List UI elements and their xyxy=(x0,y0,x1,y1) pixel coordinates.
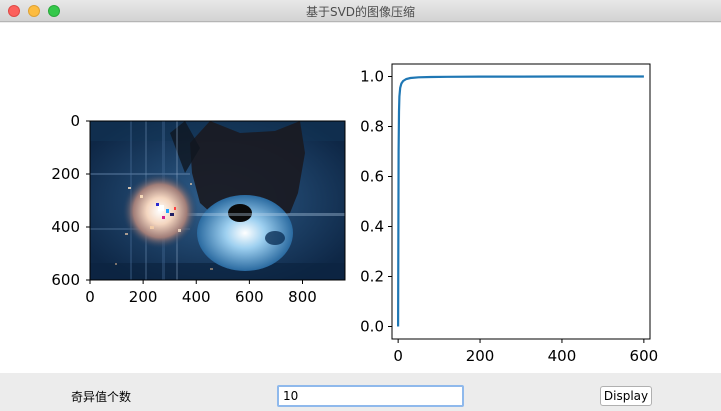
compressed-image xyxy=(90,121,345,280)
window-title: 基于SVD的图像压缩 xyxy=(305,5,416,19)
cumulative-energy-line xyxy=(397,75,644,327)
minimize-window-button[interactable] xyxy=(28,5,40,17)
image-x-tick-label: 400 xyxy=(182,288,211,306)
image-x-tick-label: 200 xyxy=(129,288,158,306)
image-y-tick-label: 600 xyxy=(51,271,80,289)
figure-canvas: 0 200 400 600 800 0 200 400 600 0 200 400 600 0.0 0… xyxy=(0,23,721,373)
image-y-tick-label: 0 xyxy=(70,112,80,130)
image-y-tick-label: 400 xyxy=(51,218,80,236)
chart-y-tick-label: 0.2 xyxy=(360,268,384,286)
image-x-tick-label: 0 xyxy=(85,288,95,306)
chart-y-tick-label: 0.4 xyxy=(360,218,384,236)
chart-y-tick-label: 0.6 xyxy=(360,168,384,186)
chart-x-tick-label: 400 xyxy=(548,347,577,365)
title-bar: 基于SVD的图像压缩 xyxy=(0,0,721,22)
display-button[interactable]: Display xyxy=(600,386,652,406)
maximize-window-button[interactable] xyxy=(48,5,60,17)
energy-chart: 0 200 400 600 0.0 0.2 0.4 0.6 0.8 1.0 xyxy=(360,63,659,365)
image-x-tick-label: 600 xyxy=(235,288,264,306)
chart-x-tick-label: 600 xyxy=(630,347,659,365)
singular-value-count-label: 奇异值个数 xyxy=(71,390,132,404)
image-axes: 0 200 400 600 800 0 200 400 600 xyxy=(51,112,346,306)
image-x-tick-label: 800 xyxy=(288,288,317,306)
chart-x-tick-label: 200 xyxy=(466,347,495,365)
chart-y-tick-label: 0.0 xyxy=(360,318,384,336)
chart-x-tick-label: 0 xyxy=(393,347,403,365)
chart-y-tick-label: 1.0 xyxy=(360,68,384,86)
image-y-tick-label: 200 xyxy=(51,165,80,183)
chart-y-tick-label: 0.8 xyxy=(360,118,384,136)
singular-value-count-input[interactable] xyxy=(277,385,464,407)
close-window-button[interactable] xyxy=(8,5,20,17)
control-bar: 奇异值个数 Display xyxy=(0,373,721,411)
